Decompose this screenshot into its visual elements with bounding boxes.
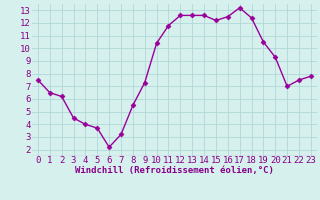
X-axis label: Windchill (Refroidissement éolien,°C): Windchill (Refroidissement éolien,°C)	[75, 166, 274, 175]
